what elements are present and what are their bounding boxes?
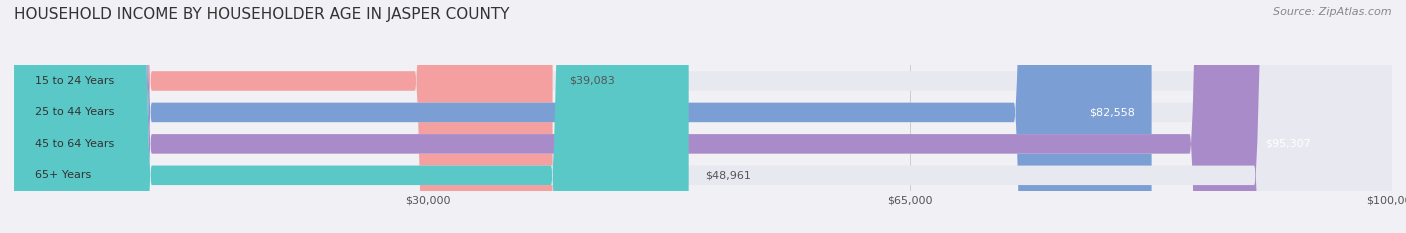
FancyBboxPatch shape	[14, 0, 1327, 233]
Text: $95,307: $95,307	[1265, 139, 1310, 149]
FancyBboxPatch shape	[14, 0, 1392, 233]
Text: 45 to 64 Years: 45 to 64 Years	[35, 139, 114, 149]
FancyBboxPatch shape	[14, 0, 1392, 233]
FancyBboxPatch shape	[14, 0, 1152, 233]
Text: Source: ZipAtlas.com: Source: ZipAtlas.com	[1274, 7, 1392, 17]
Text: $82,558: $82,558	[1090, 107, 1135, 117]
Text: 25 to 44 Years: 25 to 44 Years	[35, 107, 114, 117]
FancyBboxPatch shape	[14, 0, 1392, 233]
FancyBboxPatch shape	[14, 0, 553, 233]
Text: $39,083: $39,083	[569, 76, 614, 86]
Text: 15 to 24 Years: 15 to 24 Years	[35, 76, 114, 86]
FancyBboxPatch shape	[14, 0, 1392, 233]
Text: $48,961: $48,961	[706, 170, 751, 180]
Text: HOUSEHOLD INCOME BY HOUSEHOLDER AGE IN JASPER COUNTY: HOUSEHOLD INCOME BY HOUSEHOLDER AGE IN J…	[14, 7, 509, 22]
Text: 65+ Years: 65+ Years	[35, 170, 91, 180]
FancyBboxPatch shape	[14, 0, 689, 233]
